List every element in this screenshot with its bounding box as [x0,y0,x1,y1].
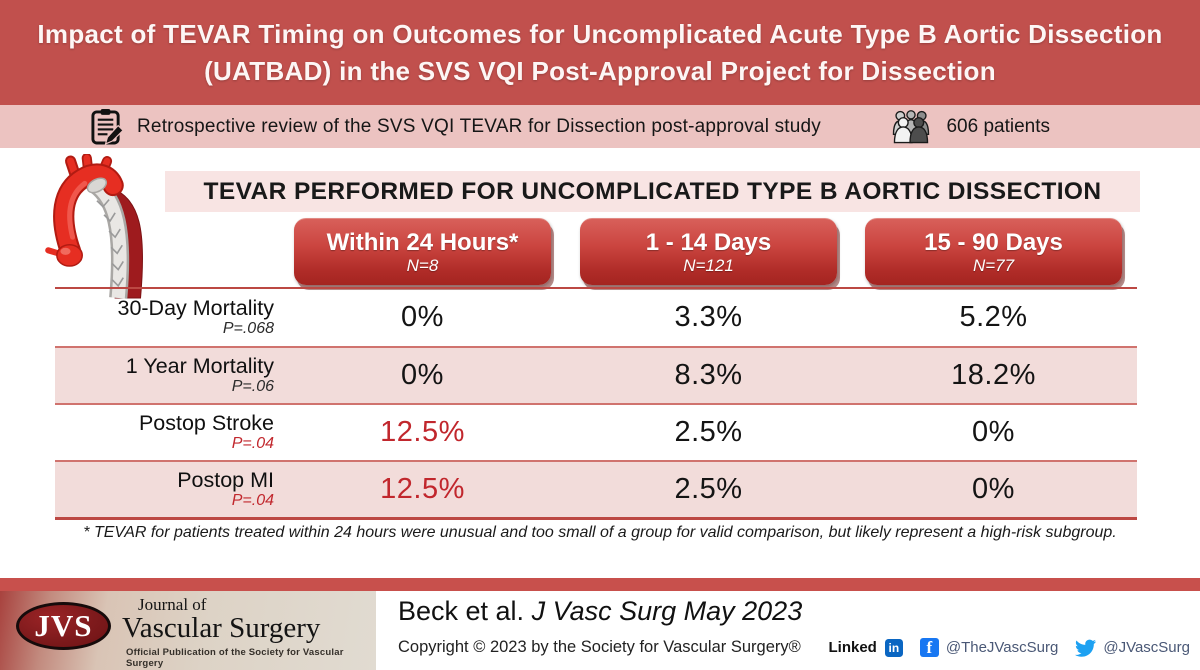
row-label: Postop MI [177,468,274,492]
title-banner: Impact of TEVAR Timing on Outcomes for U… [0,0,1200,105]
row-p-value: P=.04 [231,492,274,509]
row-label: Postop Stroke [138,411,274,435]
patient-count: 606 patients [946,115,1050,137]
cell-value: 18.2% [951,359,1036,391]
citation-authors: Beck et al. [398,596,532,626]
twitter-icon[interactable] [1075,639,1097,657]
column-header-row: Within 24 Hours* N=8 1 - 14 Days N=121 1… [55,218,1137,285]
column-n: N=77 [972,255,1015,275]
column-header-1-14-days: 1 - 14 Days N=121 [580,218,837,285]
page-title-line1: Impact of TEVAR Timing on Outcomes for U… [37,18,1163,49]
linkedin-label[interactable]: Linked [828,639,877,656]
study-description: Retrospective review of the SVS VQI TEVA… [137,115,822,137]
cell-value: 5.2% [959,301,1028,333]
table-row-postop-mi: Postop MI P=.04 12.5% 2.5% 0% [55,460,1137,517]
journal-name-line1: Journal of [138,595,207,614]
patient-group-icon [893,110,930,144]
cell-value: 0% [401,301,444,333]
table-row-1-year-mortality: 1 Year Mortality P=.06 0% 8.3% 18.2% [55,346,1137,403]
aorta-stent-graft-icon [45,154,144,299]
linkedin-icon[interactable]: in [884,638,903,657]
outcomes-table: 30-Day Mortality P=.068 0% 3.3% 5.2% 1 Y… [55,287,1137,520]
jvs-logo: JVS [16,602,111,650]
copyright-text: Copyright © 2023 by the Society for Vasc… [398,638,801,656]
facebook-icon[interactable]: f [919,638,939,657]
twitter-handle[interactable]: @JVascSurg [1103,639,1190,656]
footer-divider-strip [0,578,1200,591]
journal-logo-panel: JVS Journal of Vascular Surgery Official… [0,591,376,670]
row-p-value: P=.068 [222,320,274,337]
jvs-abbr: JVS [34,608,93,643]
clipboard-pencil-icon [91,109,123,145]
column-header-within-24-hours: Within 24 Hours* N=8 [294,218,551,285]
journal-name-line2: Vascular Surgery [122,612,321,644]
row-label: 30-Day Mortality [117,296,274,320]
facebook-handle[interactable]: @TheJVascSurg [945,639,1059,656]
cell-value: 0% [972,473,1015,505]
row-p-value: P=.04 [231,435,274,452]
cell-value: 2.5% [674,416,743,448]
cell-value: 12.5% [380,416,465,448]
citation: Beck et al. J Vasc Surg May 2023 [398,596,802,627]
table-row-30-day-mortality: 30-Day Mortality P=.068 0% 3.3% 5.2% [55,289,1137,346]
cell-value: 2.5% [674,473,743,505]
cell-value: 12.5% [380,473,465,505]
cell-value: 0% [401,359,444,391]
column-n: N=121 [683,255,734,275]
row-label: 1 Year Mortality [125,354,274,378]
column-label: Within 24 Hours* [326,228,519,256]
social-links: Linked in f @TheJVascSurg @JVascSurg [828,638,1190,657]
cell-value: 8.3% [674,359,743,391]
column-header-15-90-days: 15 - 90 Days N=77 [865,218,1122,285]
column-label: 15 - 90 Days [924,228,1063,256]
table-title: TEVAR PERFORMED FOR UNCOMPLICATED TYPE B… [165,171,1140,212]
page-title-line2: (UATBAD) in the SVS VQI Post-Approval Pr… [204,55,996,86]
citation-journal: J Vasc Surg May 2023 [531,596,803,626]
footer-citation-panel: Beck et al. J Vasc Surg May 2023 Copyrig… [376,591,1200,670]
row-p-value: P=.06 [231,378,274,395]
table-row-postop-stroke: Postop Stroke P=.04 12.5% 2.5% 0% [55,403,1137,460]
study-summary-bar: Retrospective review of the SVS VQI TEVA… [0,105,1200,148]
cell-value: 3.3% [674,301,743,333]
cell-value: 0% [972,416,1015,448]
journal-tagline: Official Publication of the Society for … [126,647,344,669]
column-label: 1 - 14 Days [645,228,772,256]
column-n: N=8 [406,255,439,275]
footnote: * TEVAR for patients treated within 24 h… [83,524,1117,541]
